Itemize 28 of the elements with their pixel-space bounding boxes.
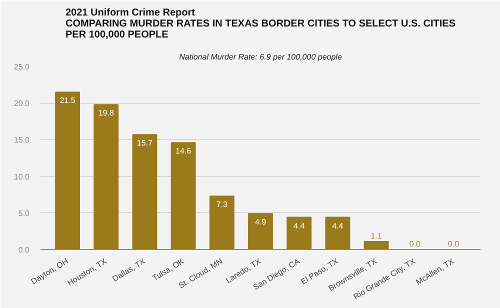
- bar: [94, 104, 119, 250]
- bar: [248, 213, 273, 250]
- chart-subtitle: National Murder Rate: 6.9 per 100,000 people: [179, 52, 342, 62]
- bar: [325, 216, 350, 250]
- y-tick-label: 0.0: [18, 246, 30, 254]
- y-tick-label: 10.0: [14, 172, 30, 182]
- chart-title: 2021 Uniform Crime Report COMPARING MURDER RATES IN TEXAS BORDER CITIES TO SELECT U.S. CITIES PER 100,000 PEOPLE: [65, 8, 456, 40]
- bar: [55, 92, 80, 250]
- y-tick-label: 15.0: [14, 136, 30, 145]
- data-label: 15.7: [136, 138, 154, 148]
- data-label: 7.3: [216, 200, 228, 210]
- data-label: 0.0: [409, 240, 421, 248]
- bar: [364, 240, 389, 250]
- bar: [286, 216, 312, 250]
- data-label: 14.6: [176, 146, 192, 156]
- bar: [209, 196, 234, 250]
- data-label: 1.1: [370, 231, 382, 240]
- data-label: 4.4: [332, 221, 344, 230]
- bar: [170, 142, 196, 250]
- y-tick-label: 20.0: [14, 99, 30, 108]
- data-label: 21.5: [60, 96, 76, 106]
- data-label: 4.9: [254, 218, 267, 227]
- data-label: 0.0: [448, 240, 460, 248]
- y-tick-label: 5.0: [18, 208, 30, 218]
- data-label: 4.4: [294, 221, 306, 230]
- bar: [132, 134, 158, 250]
- data-label: 19.8: [98, 108, 114, 118]
- y-tick-label: 25.0: [14, 62, 30, 72]
